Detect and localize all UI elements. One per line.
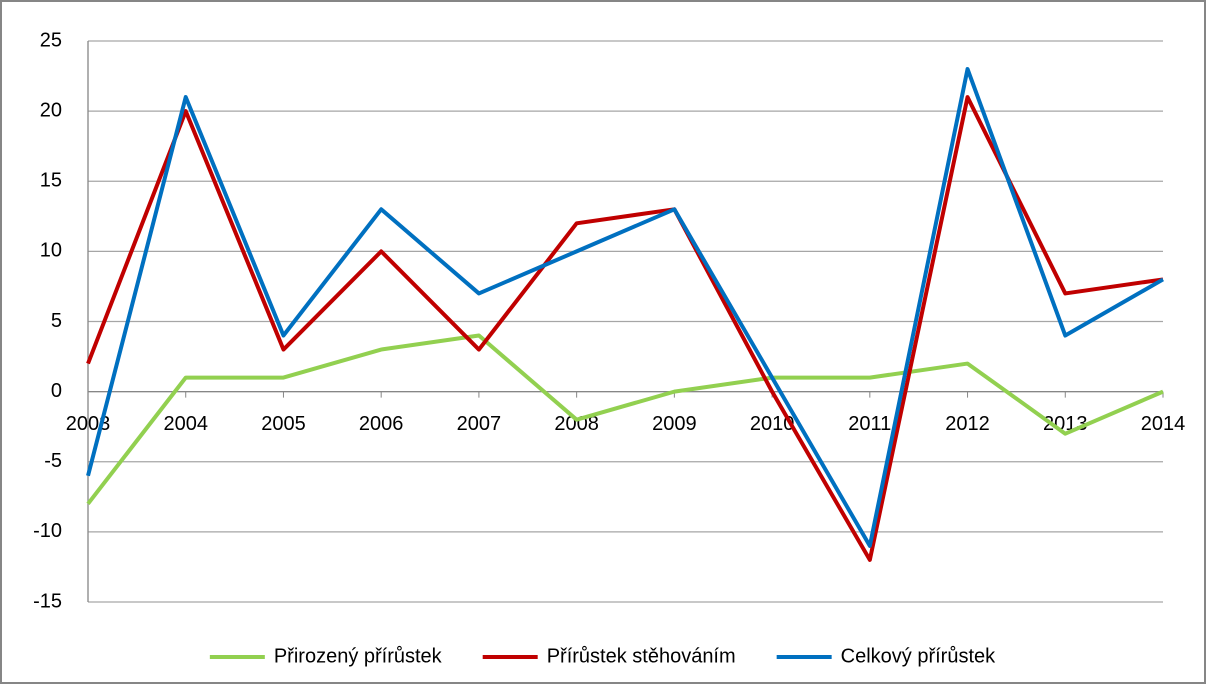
x-tick-label: 2004 — [163, 413, 208, 435]
x-tick-label: 2014 — [1141, 413, 1186, 435]
y-tick-label: -15 — [33, 590, 62, 612]
x-tick-label: 2006 — [359, 413, 404, 435]
y-tick-label: -10 — [33, 520, 62, 542]
x-tick-label: 2012 — [945, 413, 990, 435]
series-line — [86, 67, 1164, 548]
y-tick-label: 0 — [51, 380, 62, 402]
series-line — [86, 333, 1164, 506]
legend-label: Přírůstek stěhováním — [547, 645, 736, 667]
y-tick-label: 20 — [40, 99, 62, 121]
y-tick-label: 10 — [40, 240, 62, 262]
series-line — [86, 95, 1164, 562]
x-tick-label: 2007 — [457, 413, 502, 435]
y-tick-label: -5 — [44, 450, 62, 472]
x-tick-label: 2011 — [848, 413, 891, 435]
legend-label: Celkový přírůstek — [841, 645, 996, 667]
y-tick-label: 25 — [40, 29, 62, 51]
y-tick-label: 15 — [40, 170, 62, 192]
legend-label: Přirozený přírůstek — [274, 645, 443, 667]
x-tick-label: 2005 — [261, 413, 306, 435]
x-tick-label: 2010 — [750, 413, 795, 435]
y-tick-label: 5 — [51, 310, 62, 332]
x-tick-label: 2009 — [652, 413, 697, 435]
